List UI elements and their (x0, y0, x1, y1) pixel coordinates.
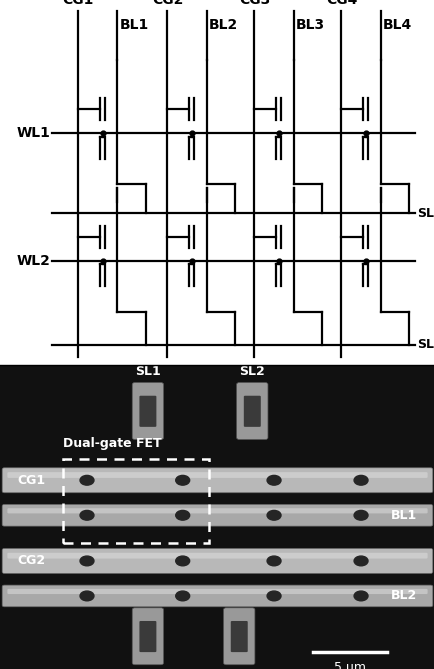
Text: BL1: BL1 (391, 509, 417, 522)
Text: CG1: CG1 (17, 474, 46, 487)
FancyBboxPatch shape (2, 504, 432, 526)
FancyBboxPatch shape (2, 468, 432, 493)
Circle shape (80, 476, 94, 485)
Circle shape (266, 476, 280, 485)
Circle shape (353, 591, 367, 601)
Text: BL4: BL4 (382, 18, 411, 32)
FancyBboxPatch shape (223, 608, 254, 665)
FancyBboxPatch shape (7, 589, 427, 594)
Circle shape (175, 476, 189, 485)
Text: CG1: CG1 (62, 0, 94, 7)
Circle shape (266, 510, 280, 520)
FancyBboxPatch shape (7, 553, 427, 559)
Text: WL1: WL1 (16, 126, 50, 140)
Text: WL2: WL2 (16, 254, 50, 268)
Text: Dual-gate FET: Dual-gate FET (63, 437, 161, 450)
Text: CG3: CG3 (238, 0, 270, 7)
Bar (63, 459, 208, 543)
Text: CG4: CG4 (325, 0, 356, 7)
Text: BL3: BL3 (295, 18, 324, 32)
Circle shape (175, 556, 189, 566)
Circle shape (80, 510, 94, 520)
FancyBboxPatch shape (132, 383, 163, 440)
Text: 5 μm: 5 μm (333, 662, 365, 669)
Text: BL2: BL2 (208, 18, 237, 32)
FancyBboxPatch shape (230, 621, 247, 652)
FancyBboxPatch shape (139, 396, 156, 427)
FancyBboxPatch shape (139, 621, 156, 652)
FancyBboxPatch shape (243, 396, 260, 427)
Circle shape (266, 556, 280, 566)
Circle shape (353, 476, 367, 485)
Text: CG2: CG2 (17, 555, 46, 567)
Text: SL1: SL1 (417, 207, 434, 220)
Text: SL2: SL2 (417, 338, 434, 351)
FancyBboxPatch shape (132, 608, 163, 665)
Text: BL1: BL1 (119, 18, 148, 32)
Text: CG2: CG2 (151, 0, 183, 7)
Circle shape (175, 591, 189, 601)
FancyBboxPatch shape (7, 472, 427, 478)
Circle shape (266, 591, 280, 601)
Text: BL2: BL2 (391, 589, 417, 603)
FancyBboxPatch shape (7, 508, 427, 513)
FancyBboxPatch shape (2, 549, 432, 573)
FancyBboxPatch shape (236, 383, 267, 440)
Circle shape (353, 510, 367, 520)
Text: SL1: SL1 (135, 365, 161, 378)
Circle shape (353, 556, 367, 566)
Circle shape (80, 591, 94, 601)
Circle shape (175, 510, 189, 520)
FancyBboxPatch shape (2, 585, 432, 607)
Circle shape (80, 556, 94, 566)
Text: SL2: SL2 (239, 365, 265, 378)
